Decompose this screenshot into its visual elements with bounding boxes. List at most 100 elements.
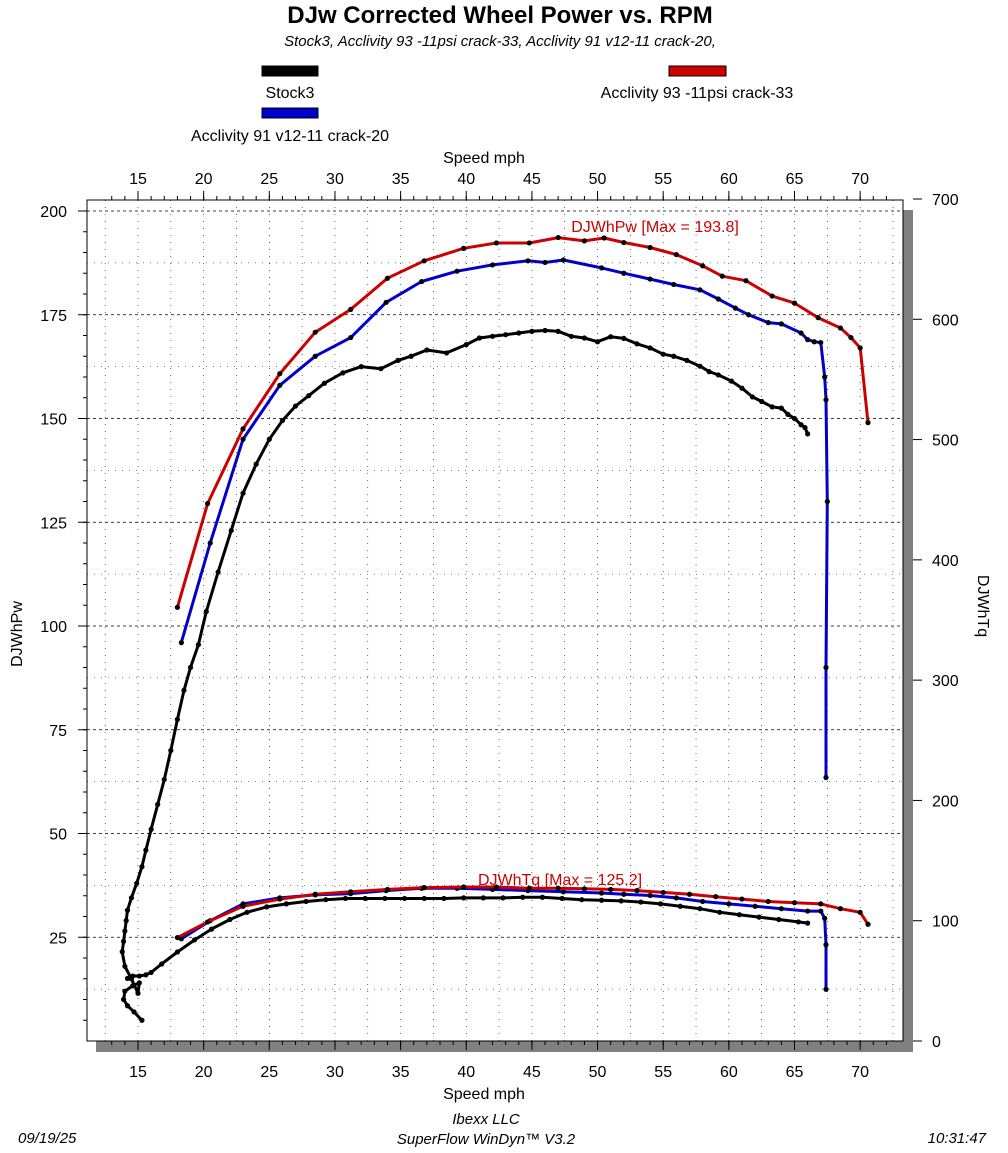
data-point: [638, 899, 644, 905]
torque-max-annotation: DJWhTq [Max = 125.2]: [478, 872, 642, 889]
data-point: [421, 258, 427, 264]
frame-shadow-bottom: [96, 1041, 913, 1052]
data-point: [441, 895, 447, 902]
data-point: [802, 425, 808, 431]
x-bottom-tick-label: 60: [720, 1064, 738, 1081]
data-series: [119, 234, 871, 1023]
data-point: [124, 975, 131, 982]
footer-software: SuperFlow WinDyn™ V3.2: [396, 1131, 576, 1148]
data-point: [769, 404, 775, 410]
data-point: [139, 1017, 145, 1023]
data-point: [321, 380, 328, 386]
data-point: [699, 898, 706, 905]
legend-swatch-acclivity91: [261, 107, 319, 119]
y-left-tick-label: 25: [49, 930, 67, 947]
y-right-tick-label: 400: [932, 553, 959, 570]
data-point: [719, 273, 725, 279]
data-point: [673, 895, 679, 901]
data-point: [207, 540, 213, 546]
data-point: [128, 895, 135, 901]
data-point: [306, 393, 312, 399]
data-point: [673, 251, 679, 258]
x-top-tick-label: 25: [260, 171, 278, 188]
data-point: [461, 895, 467, 901]
data-point: [312, 891, 318, 897]
series-line: [126, 895, 810, 980]
x-bottom-tick-label: 40: [457, 1064, 475, 1081]
data-point: [601, 235, 607, 241]
data-point: [401, 895, 408, 902]
data-point: [715, 296, 721, 302]
data-point: [323, 897, 329, 903]
data-point: [303, 898, 309, 905]
data-point: [134, 880, 140, 886]
data-point: [823, 942, 829, 948]
data-point: [525, 258, 531, 264]
data-point: [526, 240, 532, 246]
data-point: [384, 886, 391, 893]
data-point: [174, 604, 180, 610]
data-point: [279, 417, 286, 424]
data-point: [765, 320, 771, 326]
data-point: [312, 353, 318, 359]
y-right-tick-label: 200: [932, 793, 959, 810]
data-point: [805, 920, 811, 926]
data-point: [542, 259, 548, 266]
data-point: [421, 895, 427, 902]
data-point: [340, 370, 346, 376]
data-point: [139, 864, 145, 870]
data-point: [818, 908, 824, 914]
data-point: [292, 403, 299, 409]
x-bottom-tick-label: 45: [523, 1064, 541, 1081]
data-point: [120, 996, 127, 1003]
data-point: [865, 420, 871, 426]
data-point: [621, 239, 627, 246]
data-point: [657, 901, 664, 907]
x-top-tick-label: 50: [589, 171, 607, 188]
data-point: [408, 353, 414, 359]
data-point: [647, 244, 653, 251]
data-point: [785, 411, 791, 417]
legend-swatch-stock3: [261, 65, 319, 77]
data-point: [382, 895, 388, 902]
data-point: [312, 329, 318, 335]
data-point: [136, 973, 142, 979]
data-point: [161, 776, 167, 783]
data-point: [348, 306, 354, 312]
data-point: [204, 500, 211, 507]
data-point: [493, 884, 500, 890]
data-point: [228, 527, 234, 534]
data-point: [480, 895, 486, 901]
x-top-tick-label: 55: [654, 171, 672, 188]
data-point: [822, 374, 828, 380]
data-point: [598, 897, 605, 903]
data-point: [697, 287, 703, 293]
data-point: [559, 895, 565, 902]
data-point: [739, 385, 745, 391]
y-left-tick-label: 50: [49, 827, 67, 844]
data-point: [581, 238, 588, 244]
power-max-annotation: DJWhPw [Max = 193.8]: [571, 219, 739, 236]
x-top-tick-label: 60: [720, 171, 738, 188]
data-point: [187, 664, 194, 671]
data-point: [824, 498, 830, 505]
data-point: [516, 330, 522, 336]
data-point: [244, 909, 250, 915]
data-point: [123, 918, 129, 924]
data-point: [791, 900, 798, 906]
data-point: [805, 908, 811, 914]
data-point: [135, 990, 141, 996]
data-point: [805, 337, 811, 343]
data-point: [195, 642, 201, 648]
legend-label-acclivity91: Acclivity 91 v12-11 crack-20: [191, 128, 389, 145]
data-point: [500, 895, 506, 901]
data-point: [560, 257, 567, 263]
data-point: [503, 332, 509, 338]
data-point: [795, 919, 802, 925]
data-point: [756, 914, 762, 920]
data-point: [120, 938, 127, 945]
data-point: [143, 972, 149, 978]
data-point: [383, 299, 389, 305]
data-point: [342, 895, 349, 902]
data-point: [395, 357, 401, 363]
